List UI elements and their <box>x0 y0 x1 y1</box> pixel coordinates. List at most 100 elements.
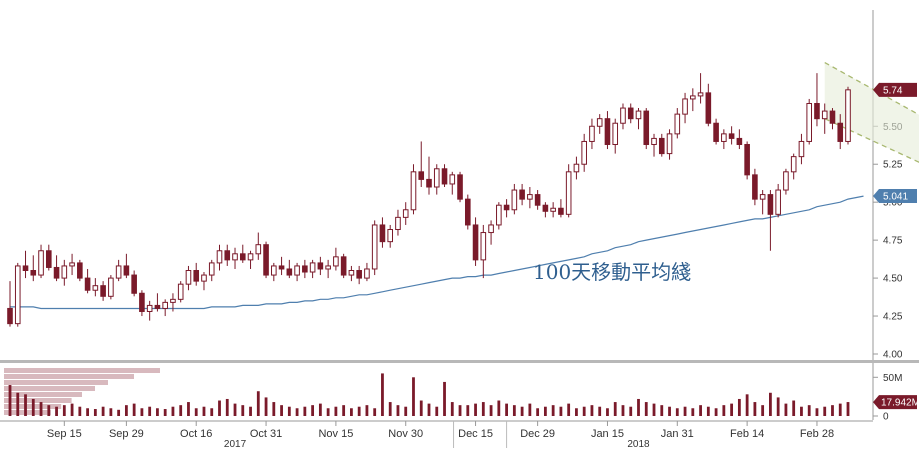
candle-body <box>247 253 254 261</box>
candle-body <box>418 171 425 180</box>
volume-bar <box>179 405 183 416</box>
x-axis: Sep 15 Sep 29 Oct 16 Oct 31 Nov 15 Nov 30 Dec … <box>0 420 873 450</box>
volume-bar <box>241 405 245 416</box>
candle-body <box>185 270 192 285</box>
volume-bar <box>163 409 167 416</box>
candle-body <box>371 224 378 270</box>
volume-bar <box>70 403 74 416</box>
candle-body <box>30 270 37 276</box>
candle-body <box>596 118 603 127</box>
candle-body <box>92 285 99 291</box>
volume-bar <box>737 398 741 416</box>
volume-bar <box>218 400 221 416</box>
candle-body <box>821 110 828 120</box>
candle-body <box>814 103 820 120</box>
candle-body <box>573 163 580 173</box>
volume-bar <box>365 405 369 416</box>
volume-bar <box>505 403 508 416</box>
volume-bar <box>93 409 97 416</box>
volume-bar <box>831 405 834 416</box>
volume-bar <box>249 406 252 416</box>
ma-line <box>10 195 864 310</box>
candle-body <box>604 118 611 145</box>
candle-body <box>38 250 44 276</box>
candle-body <box>542 204 549 212</box>
x-tick-label: Jan 15 <box>591 428 624 440</box>
candle-body <box>589 125 595 142</box>
volume-bar <box>225 398 229 416</box>
volume-bar <box>86 408 89 416</box>
volume-bar <box>342 405 346 416</box>
candle-body <box>581 140 587 165</box>
candle-body <box>317 262 324 270</box>
candle-body <box>550 207 556 212</box>
volume-bar <box>256 391 260 416</box>
volume-bar <box>613 402 617 416</box>
volume-bar <box>582 406 586 416</box>
volume-bar <box>784 403 788 416</box>
candle-body <box>263 244 269 276</box>
candle-body <box>767 194 774 215</box>
candle-body <box>216 250 223 264</box>
volume-bar <box>8 385 12 416</box>
volume-bar <box>435 406 439 416</box>
candle-body <box>379 224 386 243</box>
x-tick-label: Nov 15 <box>318 428 353 440</box>
volume-bar <box>210 408 214 416</box>
volume-bar <box>187 402 190 416</box>
candle-body <box>426 178 432 188</box>
volume-bar <box>101 406 105 416</box>
candle-body <box>565 171 572 215</box>
volume-profile-bar <box>4 368 160 373</box>
volume-bar <box>450 402 454 416</box>
candle-body <box>14 265 21 325</box>
volume-bar <box>272 402 276 416</box>
candle-body <box>682 98 688 115</box>
volume-bar <box>598 406 602 416</box>
candle-body <box>635 110 642 120</box>
candle-body <box>441 168 448 185</box>
volume-bar <box>427 403 431 416</box>
volume-bar <box>132 403 136 416</box>
candle-body <box>123 265 130 276</box>
volume-profile-bar <box>4 392 82 397</box>
candle-body <box>61 265 68 279</box>
volume-bar <box>311 405 315 416</box>
volume-bar <box>629 406 633 416</box>
channel-fill <box>824 62 919 163</box>
candle-body <box>387 229 394 243</box>
x-tick-label: Jan 31 <box>661 428 694 440</box>
candle-body <box>651 137 657 145</box>
volume-bar <box>443 381 446 416</box>
volume-bar <box>381 373 384 416</box>
candle-body <box>690 95 696 100</box>
candle-body <box>340 256 347 276</box>
candle-body <box>519 189 525 200</box>
x-tick-label: Dec 15 <box>458 428 493 440</box>
volume-bar <box>140 408 144 416</box>
volume-bar <box>699 405 702 416</box>
candle-body <box>201 274 207 282</box>
candle-body <box>697 92 704 97</box>
candle-body <box>752 174 758 200</box>
volume-bar <box>520 406 524 416</box>
volume-bar <box>419 400 423 416</box>
volume-bar <box>660 405 664 416</box>
volume-bar <box>792 400 796 416</box>
volume-bar <box>55 406 58 416</box>
volume-bar <box>838 403 842 416</box>
volume-bar <box>117 409 121 416</box>
volume-bar <box>357 406 361 416</box>
x-tick-label: Dec 29 <box>520 428 555 440</box>
volume-tick-label: 0 <box>883 412 889 423</box>
volume-bar <box>536 408 540 416</box>
candle-body <box>162 301 168 309</box>
candle-body <box>783 171 789 191</box>
candle-body <box>77 262 83 279</box>
price-tick-label: 4.75 <box>883 236 903 247</box>
volume-bar <box>776 397 780 416</box>
candle-body <box>348 270 355 276</box>
volume-bar <box>637 398 640 416</box>
candle-body <box>224 250 231 261</box>
candle-body <box>627 107 634 120</box>
